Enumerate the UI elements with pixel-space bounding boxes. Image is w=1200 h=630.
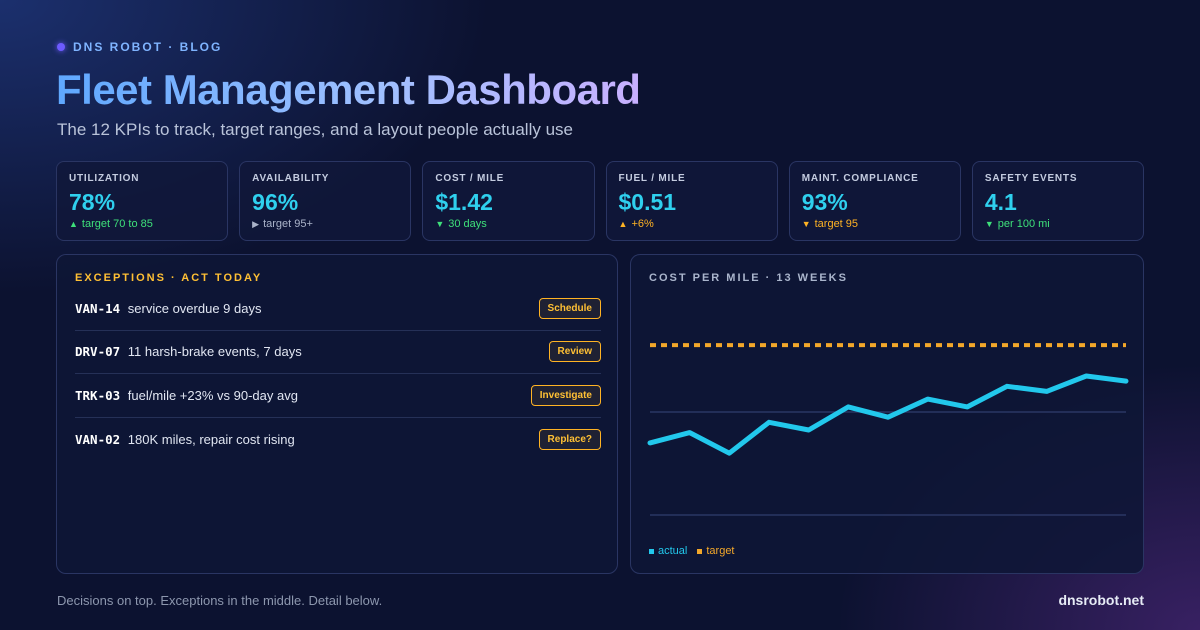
kpi-value: $1.42 <box>435 189 493 215</box>
kpi-card-maint-compliance: MAINT. COMPLIANCE 93% ▼ target 95 <box>788 161 961 241</box>
series-line-actual <box>647 373 1129 456</box>
exception-description: service overdue 9 days <box>127 300 262 316</box>
kpi-note: ▼ 30 days <box>435 218 581 230</box>
footer-note: Decisions on top. Exceptions in the midd… <box>57 593 383 608</box>
arrow-up-icon: ▲ <box>69 219 78 229</box>
page-title: Fleet Management Dashboard <box>56 64 641 116</box>
kpi-card-safety-events: SAFETY EVENTS 4.1 ▼ per 100 mi <box>971 161 1145 241</box>
exception-text: VAN-14 service overdue 9 days <box>75 301 261 316</box>
kpi-label: MAINT. COMPLIANCE <box>801 173 919 184</box>
cost-per-mile-chart <box>647 343 1129 516</box>
kpi-note: ▶ target 95+ <box>252 218 398 230</box>
arrow-down-icon: ▼ <box>984 219 994 229</box>
kpi-note: ▲ target 70 to 85 <box>69 218 215 230</box>
kpi-label: COST / MILE <box>435 173 505 184</box>
kpi-note-text: target 70 to 85 <box>81 218 153 230</box>
exception-row: TRK-03 fuel/mile +23% vs 90-day avg Inve… <box>75 374 601 418</box>
kpi-value: 4.1 <box>984 189 1017 215</box>
kpi-card-cost-per-mile: COST / MILE $1.42 ▼ 30 days <box>422 161 595 241</box>
exception-id: VAN-02 <box>75 431 121 447</box>
kpi-card-availability: AVAILABILITY 96% ▶ target 95+ <box>239 161 412 241</box>
chart-panel: COST PER MILE · 13 WEEKS actual target <box>630 254 1144 574</box>
kpi-value: 93% <box>801 189 848 215</box>
legend-swatch-target <box>697 548 703 554</box>
kpi-label: UTILIZATION <box>69 173 140 184</box>
exception-id: DRV-07 <box>75 344 121 360</box>
brand-dot-icon <box>57 43 65 51</box>
brand-label: DNS ROBOT · BLOG <box>73 40 223 54</box>
kpi-note-text: per 100 mi <box>997 218 1050 230</box>
exceptions-panel: EXCEPTIONS · ACT TODAY VAN-14 service ov… <box>56 254 618 574</box>
kpi-label: AVAILABILITY <box>252 173 330 184</box>
kpi-card-fuel-per-mile: FUEL / MILE $0.51 ▲ +6% <box>605 161 778 241</box>
exception-text: DRV-07 11 harsh-brake events, 7 days <box>75 344 302 359</box>
arrow-down-icon: ▼ <box>801 219 811 229</box>
kpi-note-text: target 95+ <box>263 218 313 230</box>
page-subtitle: The 12 KPIs to track, target ranges, and… <box>57 120 573 139</box>
kpi-value: 96% <box>252 189 299 215</box>
exception-id: VAN-14 <box>75 300 121 316</box>
legend-item-actual: actual <box>649 545 687 557</box>
kpi-note: ▼ target 95 <box>802 218 948 230</box>
legend-item-target: target <box>697 545 735 557</box>
schedule-button[interactable]: Schedule <box>538 297 601 319</box>
exception-row: VAN-14 service overdue 9 days Schedule <box>75 287 601 331</box>
chart-legend: actual target <box>649 545 735 557</box>
kpi-value: 78% <box>69 189 116 215</box>
exception-description: 180K miles, repair cost rising <box>127 431 295 447</box>
kpi-label: SAFETY EVENTS <box>984 173 1078 184</box>
investigate-button[interactable]: Investigate <box>530 384 601 406</box>
kpi-label: FUEL / MILE <box>618 173 686 184</box>
replace-button[interactable]: Replace? <box>538 428 601 450</box>
exception-description: fuel/mile +23% vs 90-day avg <box>127 387 298 403</box>
chart-title: COST PER MILE · 13 WEEKS <box>649 272 848 284</box>
exceptions-heading: EXCEPTIONS · ACT TODAY <box>75 272 263 284</box>
exception-row: VAN-02 180K miles, repair cost rising Re… <box>75 418 601 462</box>
legend-swatch-actual <box>649 548 654 554</box>
kpi-value: $0.51 <box>618 189 677 215</box>
kpi-note-text: 30 days <box>448 218 487 230</box>
kpi-note-text: target 95 <box>814 218 859 230</box>
footer-site-link[interactable]: dnsrobot.net <box>1058 592 1144 608</box>
legend-label-actual: actual <box>658 545 688 557</box>
exceptions-list: VAN-14 service overdue 9 days Schedule D… <box>75 287 601 461</box>
kpi-card-utilization: UTILIZATION 78% ▲ target 70 to 85 <box>56 161 229 241</box>
exception-description: 11 harsh-brake events, 7 days <box>127 344 302 360</box>
brand: DNS ROBOT · BLOG <box>57 40 222 54</box>
exception-text: VAN-02 180K miles, repair cost rising <box>75 432 295 447</box>
kpi-note: ▼ per 100 mi <box>985 218 1131 230</box>
review-button[interactable]: Review <box>548 341 601 363</box>
exception-row: DRV-07 11 harsh-brake events, 7 days Rev… <box>75 331 601 374</box>
arrow-up-icon: ▲ <box>618 219 628 229</box>
arrow-down-icon: ▼ <box>435 219 445 229</box>
kpi-row: UTILIZATION 78% ▲ target 70 to 85 AVAILA… <box>56 161 1145 241</box>
kpi-note-text: +6% <box>631 218 654 230</box>
legend-label-target: target <box>706 545 735 557</box>
kpi-note: ▲ +6% <box>619 218 765 230</box>
exception-text: TRK-03 fuel/mile +23% vs 90-day avg <box>75 388 298 403</box>
exception-id: TRK-03 <box>75 387 121 403</box>
arrow-right-icon: ▶ <box>252 218 260 229</box>
